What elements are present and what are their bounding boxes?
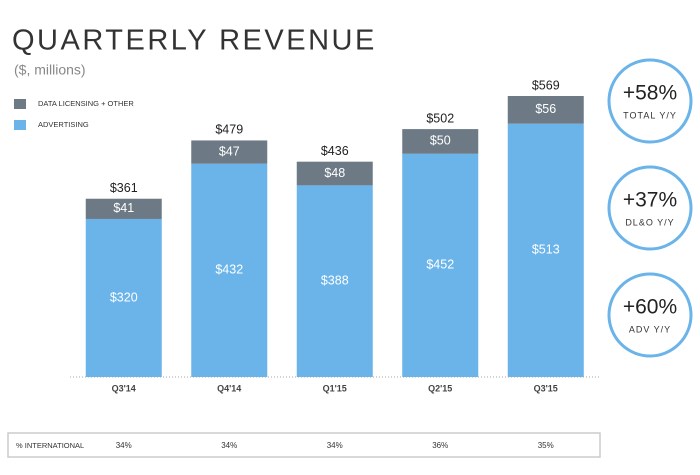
value-label: $50 [430,134,451,148]
bar-segment [191,163,268,377]
international-row [7,432,601,458]
international-value: 34% [327,441,343,450]
callout-value: +60% [623,296,677,319]
x-tick-label: Q2'15 [428,383,452,393]
value-label: $48 [324,166,345,180]
callout-circle [607,272,693,358]
callout-label: DL&O Y/Y [625,217,674,227]
international-value: 34% [116,441,132,450]
legend-swatch [14,99,26,109]
international-label: % INTERNATIONAL [16,441,84,450]
total-label: $436 [321,144,349,158]
value-label: $41 [113,201,134,215]
value-label: $432 [215,263,243,277]
x-tick-label: Q3'14 [112,383,136,393]
value-label: $47 [219,144,240,158]
callout-circle [607,165,693,251]
value-label: $388 [321,273,349,287]
value-label: $56 [535,102,556,116]
international-value: 35% [538,441,554,450]
international-value: 36% [432,441,448,450]
chart-subtitle: ($, millions) [14,62,86,78]
international-value: 34% [221,441,237,450]
legend-label: DATA LICENSING + OTHER [38,99,134,108]
x-tick-label: Q4'14 [217,383,241,393]
value-label: $452 [426,258,454,272]
callout-label: TOTAL Y/Y [623,110,677,120]
bar-segment [507,123,584,377]
total-label: $502 [426,111,454,125]
callout-circle [607,58,693,144]
x-tick-label: Q1'15 [323,383,347,393]
bar-segment [296,161,373,186]
bar-segment [296,185,373,377]
chart-title: QUARTERLY REVENUE [12,25,377,57]
x-tick-label: Q3'15 [534,383,558,393]
callout-label: ADV Y/Y [629,324,671,334]
value-label: $320 [110,290,138,304]
legend-swatch [14,120,26,130]
legend-label: ADVERTISING [38,120,89,129]
callout-value: +37% [623,189,677,212]
bar-segment [402,153,479,377]
total-label: $479 [215,123,243,137]
total-label: $361 [110,181,138,195]
value-label: $513 [532,243,560,257]
callout-value: +58% [623,82,677,105]
total-label: $569 [532,78,560,92]
bar-segment [85,198,162,219]
bar-segment [191,140,268,164]
bar-segment [507,96,584,124]
bar-segment [402,129,479,154]
bar-segment [85,218,162,377]
